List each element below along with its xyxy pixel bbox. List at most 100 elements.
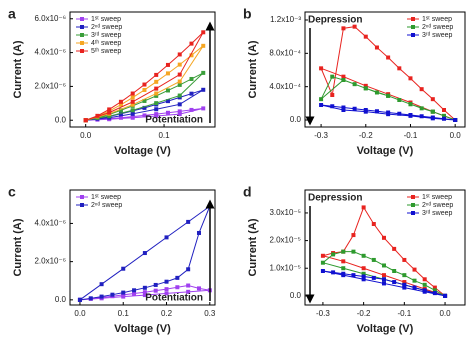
data-point [153,288,158,293]
data-point [363,109,368,114]
data-point [177,72,182,77]
data-point [402,257,407,262]
legend-marker [80,33,84,37]
data-point [422,277,427,282]
x-tick-label: 0.0 [80,131,92,140]
data-point [386,55,391,60]
legend-marker [411,203,415,207]
data-point [201,30,206,35]
data-point [352,82,357,87]
data-point [412,285,417,290]
series-line [85,72,204,121]
data-point [408,113,413,118]
data-point [142,113,147,118]
x-tick-label: -0.2 [357,309,371,318]
plot-frame [304,11,466,128]
legend-text: 1ˢᵗ sweep [91,16,121,23]
data-point [402,273,407,278]
data-point [164,291,169,296]
data-point [165,110,170,115]
x-tick-label: -0.1 [404,131,418,140]
data-point [361,253,366,258]
y-tick-label: 2.0x10⁻⁶ [34,257,66,266]
annotation: Potentiation [145,293,203,304]
legend-text: 1ˢᵗ sweep [422,194,452,201]
y-axis-label: Current (A) [247,40,259,98]
legend-text: 2ⁿᵈ sweep [422,202,453,209]
data-point [95,113,100,118]
x-axis-label: Voltage (V) [114,145,171,157]
data-point [330,104,335,109]
data-point [363,34,368,39]
data-point [154,101,159,106]
data-point [441,116,446,121]
x-tick-label: 0.0 [74,309,86,318]
data-point [121,290,126,295]
data-point [130,99,135,104]
data-point [386,93,391,98]
data-point [177,93,182,98]
data-point [341,273,346,278]
x-axis-label: Voltage (V) [357,323,414,335]
data-point [392,280,397,285]
y-tick-label: 2.0x10⁻⁵ [269,236,301,245]
data-point [186,267,191,272]
data-point [177,79,182,84]
data-point [132,291,137,296]
data-point [351,233,356,238]
data-point [177,109,182,114]
data-point [441,108,446,112]
data-point [142,293,147,298]
data-point [164,279,169,284]
data-point [430,116,435,121]
legend-text: 2ⁿᵈ sweep [422,24,453,31]
x-tick-label: -0.1 [397,309,411,318]
legend-marker [411,25,415,29]
data-point [177,62,182,67]
data-point [130,115,135,120]
y-tick-label: 8.0x10⁻⁴ [269,48,301,57]
data-point [341,105,346,110]
data-point [153,282,158,287]
data-point [201,87,206,92]
y-tick-label: 0.0 [290,291,302,300]
data-point [154,113,159,118]
data-point [432,291,437,296]
data-point [430,97,435,102]
data-point [397,98,402,102]
y-tick-label: 0.0 [55,115,67,124]
series-line [85,31,204,121]
data-point [374,90,379,95]
data-point [118,99,123,104]
data-point [361,205,366,210]
data-point [186,289,191,294]
y-tick-label: 4.0x10⁻⁶ [34,219,66,228]
data-point [330,93,335,97]
data-point [186,219,191,224]
data-point [331,252,336,257]
legend-marker [80,41,84,45]
plot-frame [69,11,216,128]
data-point [361,274,366,279]
y-tick-label: 4.0x10⁻⁶ [34,48,66,57]
y-axis-label: Current (A) [12,40,24,98]
legend-marker [411,211,415,215]
data-point [430,109,435,114]
data-point [165,88,170,93]
data-point [351,273,356,278]
data-point [154,107,159,112]
data-point [381,235,386,240]
data-point [142,82,147,87]
data-point [363,86,368,91]
data-point [88,296,93,301]
data-point [142,290,147,295]
data-point [432,285,437,290]
x-tick-label: 0.3 [204,309,216,318]
data-point [371,222,376,227]
annotation: Depression [308,193,362,204]
data-point [363,83,368,88]
data-point [118,111,123,116]
data-point [441,113,446,118]
data-point [77,297,82,302]
data-point [130,91,135,96]
